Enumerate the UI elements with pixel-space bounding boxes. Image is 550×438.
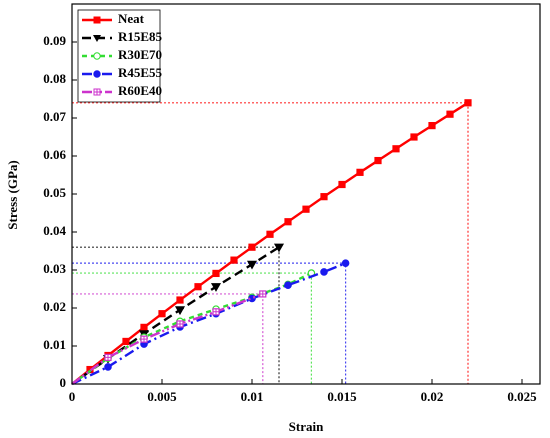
x-tick-label: 0.02 [421,389,444,404]
marker [320,268,328,276]
legend-label: Neat [118,11,145,26]
marker [194,283,202,291]
x-tick-label: 0.015 [327,389,357,404]
legend-entry: R30E70 [82,47,162,62]
marker [446,110,454,118]
x-axis-label: Strain [289,419,324,434]
legend-marker-plus [94,89,100,95]
reference-line [72,246,280,384]
series [71,99,472,385]
plot-frame [71,3,541,385]
marker [248,243,256,251]
reference-line [72,293,264,384]
marker [174,306,186,316]
legend-entry: R45E55 [82,65,163,80]
series [71,243,285,385]
x-tick-label: 0.01 [241,389,264,404]
legend-label: R30E70 [118,47,162,62]
x-tick-label: 0.025 [507,389,537,404]
marker [284,281,292,290]
legend-entry: R60E40 [82,83,162,98]
legend-entry: Neat [82,11,145,26]
y-tick-label: 0.05 [43,185,66,200]
legend-marker [93,70,101,78]
series-line [71,246,280,385]
series [71,290,267,385]
y-tick-label: 0.04 [43,223,66,238]
marker [122,337,130,346]
marker [464,99,472,107]
legend-marker [93,16,101,24]
marker [158,310,166,318]
y-tick-label: 0.01 [43,337,66,352]
marker [230,256,238,264]
y-tick-label: 0 [60,375,67,390]
legend-marker [93,35,101,42]
marker-plus [177,320,183,327]
marker [140,323,148,331]
series-line [71,271,312,385]
marker [302,205,310,213]
marker [410,133,418,141]
marker [320,193,328,201]
y-tick-label: 0.03 [43,261,66,276]
reference-line [72,262,347,384]
x-tick-label: 0.005 [147,389,177,404]
marker [356,168,364,176]
y-tick-label: 0.08 [43,71,66,86]
series-line [71,292,264,385]
legend-label: R60E40 [118,83,162,98]
marker-plus [141,336,147,343]
marker [266,230,274,238]
marker-plus [105,354,111,361]
x-tick-label: 0 [69,389,76,404]
legend-marker [93,52,101,60]
marker-plus [259,290,266,297]
y-tick-label: 0.07 [43,109,66,124]
marker [176,296,184,304]
marker [428,121,436,130]
marker [104,363,112,371]
legend-label: R15E85 [118,29,163,44]
marker-plus [213,308,219,315]
reference-line [72,272,312,384]
marker [210,283,222,292]
y-tick-label: 0.09 [43,33,66,48]
legend-entry: R15E85 [82,29,163,44]
marker [338,180,346,189]
marker [374,156,382,165]
y-tick-label: 0.02 [43,299,66,314]
y-axis-label: Stress (GPa) [5,160,20,229]
marker [392,145,400,153]
marker [284,218,292,226]
marker [341,259,350,267]
y-tick-label: 0.06 [43,147,66,162]
series-line [71,262,347,386]
marker [212,269,220,278]
marker [273,243,285,253]
marker [246,260,258,270]
legend-label: R45E55 [118,65,163,80]
